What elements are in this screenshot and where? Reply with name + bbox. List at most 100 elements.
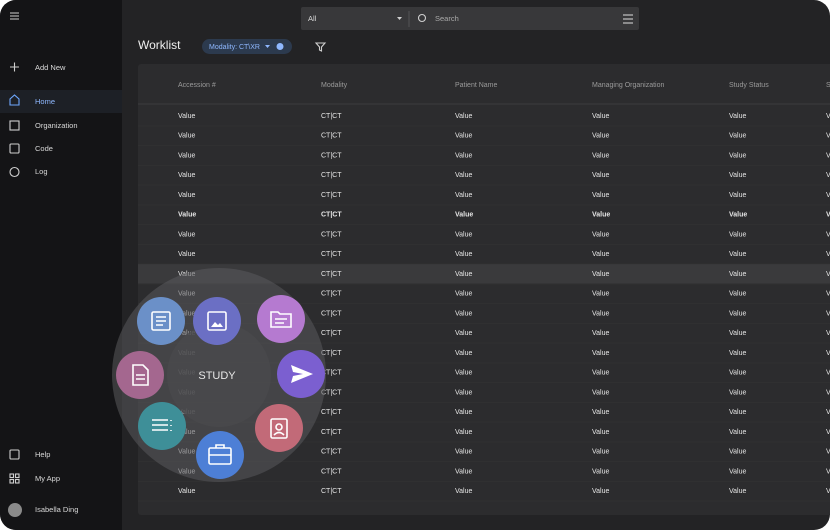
table-cell: Value — [729, 231, 746, 238]
table-cell: Value — [455, 271, 472, 278]
table-cell: CT|CT — [321, 449, 342, 456]
table-cell: Value — [592, 192, 609, 199]
table-cell: Value — [455, 133, 472, 140]
table-cell: Value — [455, 172, 472, 179]
table-cell: CT|CT — [321, 291, 342, 298]
menu-icon[interactable] — [10, 12, 19, 20]
active-nav — [0, 90, 122, 113]
sidebar — [0, 0, 122, 530]
table-cell: Value — [592, 370, 609, 377]
table-cell: V — [826, 212, 830, 219]
table-cell: Value — [455, 291, 472, 298]
table-cell: Value — [592, 350, 609, 357]
table-cell: Value — [592, 409, 609, 416]
filter-chip[interactable] — [202, 39, 292, 54]
table-cell: Value — [455, 350, 472, 357]
menu-center[interactable] — [167, 323, 271, 427]
table-cell: Value — [455, 231, 472, 238]
org-icon — [9, 120, 20, 131]
table-cell: V — [826, 251, 830, 258]
table-cell: Value — [592, 389, 609, 396]
my-app[interactable]: My App — [35, 474, 60, 483]
add-icon[interactable] — [10, 62, 19, 72]
send-button[interactable] — [277, 350, 325, 398]
search-icon — [417, 13, 427, 23]
table-cell: CT|CT — [321, 251, 342, 258]
table-cell: Value — [455, 330, 472, 337]
table-cell: Value — [592, 212, 610, 219]
folder-icon — [270, 311, 292, 328]
list-icon — [152, 419, 172, 431]
table-cell: Value — [729, 192, 746, 199]
table-cell: CT|CT — [321, 172, 342, 179]
chip-label: Modality: CT\XR — [209, 44, 260, 51]
table-cell: Value — [592, 251, 609, 258]
table-cell: V — [826, 429, 830, 436]
table-cell: Value — [455, 389, 472, 396]
radial-menu: STUDY — [112, 268, 326, 482]
table-cell: V — [826, 113, 830, 120]
table-cell: Value — [455, 409, 472, 416]
table-cell: Value — [178, 152, 195, 159]
table-cell: V — [826, 330, 830, 337]
table-cell: CT|CT — [321, 370, 342, 377]
filter-select[interactable]: All — [308, 14, 317, 23]
table-cell: V — [826, 350, 830, 357]
table-cell: V — [826, 310, 830, 317]
table-cell: Value — [455, 468, 472, 475]
column-header: Modality — [321, 82, 348, 89]
table-cell: Value — [455, 152, 472, 159]
table-cell: Value — [729, 488, 746, 495]
table-cell: V — [826, 231, 830, 238]
log-icon — [9, 166, 20, 178]
table-cell: Value — [592, 231, 609, 238]
table-cell: Value — [455, 192, 472, 199]
add-new[interactable]: Add New — [35, 63, 66, 72]
tune-icon[interactable] — [623, 14, 633, 24]
table-cell: Value — [729, 291, 746, 298]
search-input[interactable]: Search — [435, 14, 459, 23]
nav-item[interactable]: Log — [35, 167, 48, 176]
filter-icon[interactable] — [314, 42, 327, 52]
table-cell: CT|CT — [321, 133, 342, 140]
table-cell: CT|CT — [321, 212, 342, 219]
table-cell: Value — [455, 488, 472, 495]
avatar[interactable] — [8, 503, 22, 517]
nav-item[interactable]: Home — [35, 97, 55, 106]
table-cell: CT|CT — [321, 350, 342, 357]
table-cell: Value — [729, 449, 746, 456]
table-cell: Value — [729, 350, 746, 357]
table-cell: Value — [178, 488, 195, 495]
table-cell: Value — [178, 212, 196, 219]
table-cell: Value — [729, 370, 746, 377]
table-cell: Value — [178, 172, 195, 179]
table-cell: CT|CT — [321, 409, 342, 416]
dropdown-arrow — [397, 17, 402, 20]
nav-item[interactable]: Organization — [35, 121, 78, 130]
column-header: Accession # — [178, 82, 216, 89]
column-header: Patient Name — [455, 82, 498, 89]
column-header: S — [826, 82, 830, 89]
table-cell: V — [826, 271, 830, 278]
table-cell: CT|CT — [321, 231, 342, 238]
home-icon — [9, 94, 20, 106]
table-cell: Value — [592, 468, 609, 475]
table-cell: Value — [592, 133, 609, 140]
help[interactable]: Help — [35, 450, 50, 459]
user-name[interactable]: Isabella Ding — [35, 505, 78, 514]
table-cell: Value — [729, 468, 746, 475]
nav-item[interactable]: Code — [35, 144, 53, 153]
contact-button[interactable] — [255, 404, 303, 452]
table-cell: Value — [729, 409, 746, 416]
table-cell: Value — [178, 192, 195, 199]
image-button[interactable] — [193, 297, 241, 345]
table-cell: Value — [178, 231, 195, 238]
image-icon — [207, 311, 227, 331]
chip-close[interactable] — [276, 43, 284, 50]
row-hover — [138, 264, 830, 284]
table-cell: CT|CT — [321, 389, 342, 396]
send-icon — [291, 365, 313, 383]
table-cell: Value — [592, 488, 609, 495]
table-cell: V — [826, 370, 830, 377]
list-button[interactable] — [138, 402, 186, 450]
